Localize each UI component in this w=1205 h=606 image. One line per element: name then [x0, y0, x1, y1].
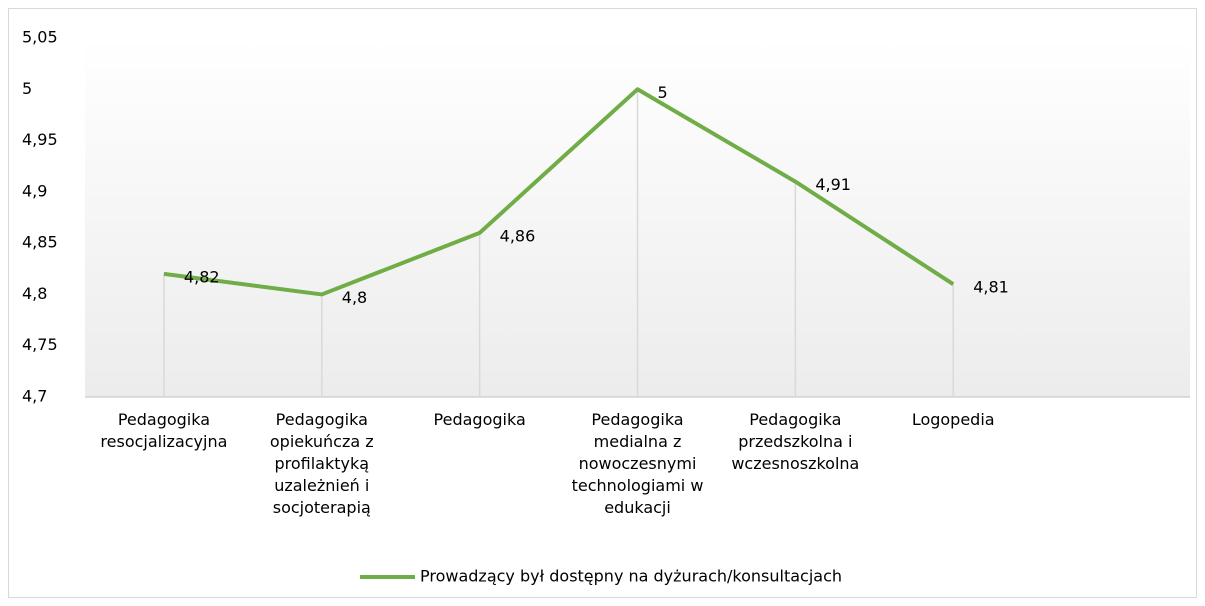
x-tick-label: Pedagogika medialna z nowoczesnymi techn…	[571, 410, 704, 517]
y-tick-label: 5	[22, 79, 32, 98]
x-tick-label: Pedagogika opiekuńcza z profilaktyką uza…	[269, 410, 374, 517]
x-tick-label-box: Pedagogika resocjalizacyjna	[100, 410, 228, 451]
x-tick-label-box: Pedagogika przedszkolna i wczesnoszkolna	[731, 410, 860, 473]
data-label: 4,8	[342, 288, 367, 307]
y-tick-label: 4,8	[22, 284, 47, 303]
legend-label: Prowadzący był dostępny na dyżurach/kons…	[420, 567, 842, 586]
data-label: 5	[658, 83, 668, 102]
y-tick-label: 4,7	[22, 387, 47, 406]
data-label: 4,81	[973, 278, 1009, 297]
x-tick-label-box: Pedagogika opiekuńcza z profilaktyką uza…	[269, 410, 374, 517]
x-tick-label: Pedagogika	[433, 410, 526, 429]
y-tick-label: 4,95	[22, 130, 58, 149]
y-tick-label: 4,9	[22, 181, 47, 200]
x-tick-label-box: Pedagogika medialna z nowoczesnymi techn…	[571, 410, 704, 517]
series-line	[163, 87, 955, 297]
y-tick-label: 5,05	[22, 28, 58, 47]
y-tick-label: 4,85	[22, 233, 58, 252]
data-label: 4,82	[184, 267, 220, 286]
x-tick-label-box: Logopedia	[911, 410, 995, 429]
x-tick-label: Pedagogika resocjalizacyjna	[100, 410, 228, 451]
data-label: 4,86	[500, 226, 536, 245]
y-tick-label: 4,75	[22, 335, 58, 354]
data-label: 4,91	[815, 175, 851, 194]
x-tick-label: Pedagogika przedszkolna i wczesnoszkolna	[731, 410, 860, 473]
x-tick-label: Logopedia	[911, 410, 995, 429]
x-tick-label-box: Pedagogika	[433, 410, 526, 429]
